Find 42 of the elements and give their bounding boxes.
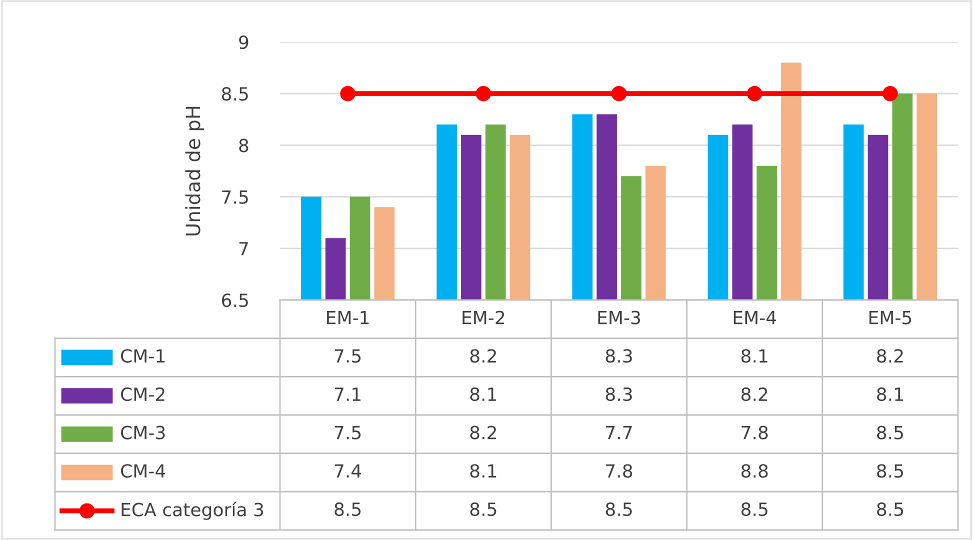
legend-label: CM-2 xyxy=(121,387,164,402)
data-label: 8.1 xyxy=(877,387,903,402)
x-tick-label: EM-2 xyxy=(462,310,504,324)
y-axis-title: Unidad de pH xyxy=(185,106,204,236)
data-label: 8.5 xyxy=(470,502,496,516)
data-label: 7.5 xyxy=(334,426,361,440)
data-label: 7.8 xyxy=(742,426,768,440)
data-label: 8.2 xyxy=(741,387,768,402)
y-tick-label: 7 xyxy=(239,242,248,256)
data-label: 8.5 xyxy=(741,502,768,516)
y-tick-label: 7.5 xyxy=(222,190,248,204)
data-label: 8.5 xyxy=(877,426,903,440)
legend-label: CM-4 xyxy=(121,464,166,478)
data-label: 8.1 xyxy=(470,387,496,402)
data-label: 8.5 xyxy=(877,502,903,516)
x-tick-label: EM-4 xyxy=(734,310,776,324)
y-tick-label: 6.5 xyxy=(222,293,248,308)
data-label: 8.3 xyxy=(606,387,632,402)
x-tick-label: EM-1 xyxy=(327,310,369,324)
x-tick-label: EM-5 xyxy=(869,310,912,324)
y-tick-label: 8.5 xyxy=(222,87,248,101)
y-tick-label: 8 xyxy=(239,138,248,152)
data-label: 8.2 xyxy=(877,349,903,363)
data-label: 7.4 xyxy=(334,464,362,478)
y-tick-label: 9 xyxy=(239,35,248,50)
data-label: 8.5 xyxy=(877,464,903,478)
x-tick-label: EM-3 xyxy=(598,310,640,324)
data-label: 8.1 xyxy=(741,349,768,363)
data-label: 7.7 xyxy=(606,426,632,440)
legend-label: CM-3 xyxy=(121,426,165,440)
data-label: 8.5 xyxy=(334,502,361,516)
data-label: 8.2 xyxy=(470,426,496,440)
legend-label: ECA categoría 3 xyxy=(122,502,264,520)
data-label: 8.8 xyxy=(741,464,768,478)
data-label: 8.1 xyxy=(470,464,496,478)
legend-label: CM-1 xyxy=(121,349,165,363)
data-label: 8.3 xyxy=(606,349,632,363)
data-label: 7.5 xyxy=(334,349,361,363)
data-label: 8.5 xyxy=(606,502,632,516)
data-label: 8.2 xyxy=(470,349,496,363)
data-label: 7.8 xyxy=(606,464,632,478)
data-label: 7.1 xyxy=(334,388,360,401)
